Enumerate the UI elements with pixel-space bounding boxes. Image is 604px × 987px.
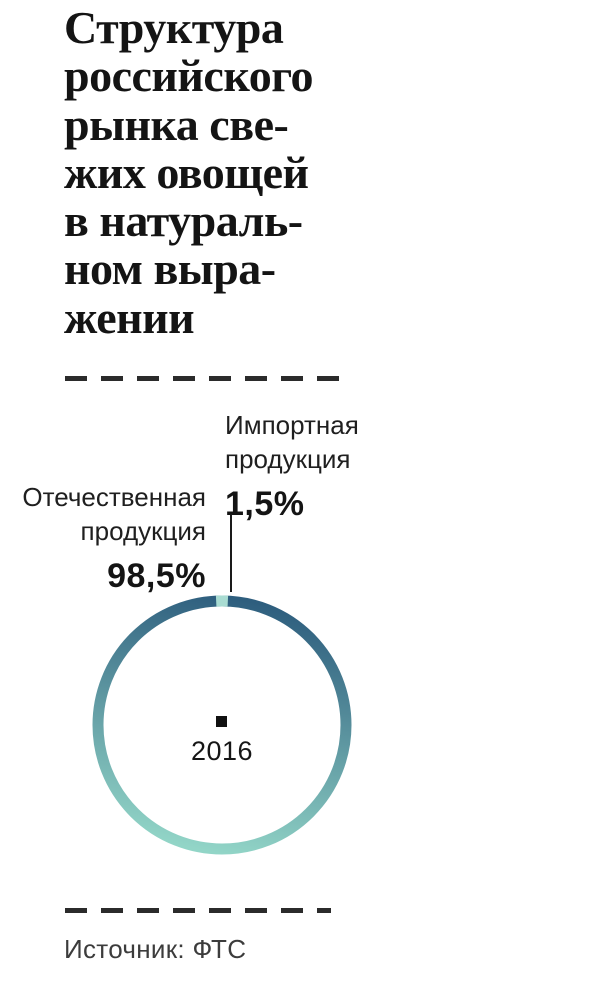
import-slice-value: 1,5% xyxy=(225,484,305,523)
import-segment xyxy=(92,595,352,855)
import-callout-group: Импортная продукция 1,5% xyxy=(225,408,445,527)
source-note: Источник: ФТС xyxy=(64,934,247,964)
import-slice-label: Импортная продукция xyxy=(225,410,359,475)
center-year-label: 2016 xyxy=(190,736,254,766)
bottom-dashed-divider xyxy=(65,908,331,913)
donut-chart-svg xyxy=(92,595,352,855)
chart-title: Структура российского рынка све- жих ово… xyxy=(64,2,313,343)
domestic-callout-group: Отечественная продукция 98,5% xyxy=(0,480,206,599)
import-callout-line xyxy=(230,514,232,592)
domestic-slice-label: Отечественная продукция xyxy=(22,482,206,547)
donut-chart xyxy=(92,595,352,855)
domestic-slice-value: 98,5% xyxy=(107,556,206,595)
center-square-marker xyxy=(216,716,227,727)
top-dashed-divider xyxy=(65,376,339,381)
